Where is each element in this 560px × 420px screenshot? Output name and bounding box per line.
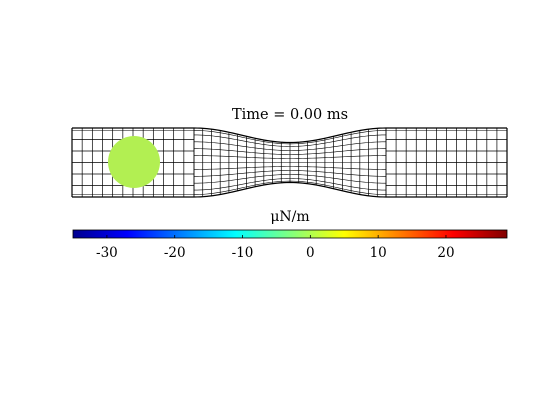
mesh-curve <box>193 127 387 143</box>
mesh-curve <box>193 182 387 198</box>
colorbar-tick-label: -10 <box>232 245 254 261</box>
colorbar-tick-label: 20 <box>437 245 454 261</box>
mesh-curve <box>193 141 387 151</box>
mesh-curve <box>193 178 387 191</box>
mesh-curve <box>72 127 507 144</box>
mesh-curve <box>193 180 387 195</box>
figure-title: Time = 0.00 ms <box>232 107 348 123</box>
mesh-curve <box>193 155 387 159</box>
mesh-curve <box>193 148 387 155</box>
droplet-blob <box>108 136 160 188</box>
mesh-curve <box>193 170 387 177</box>
colorbar-ticks: -30 -20 -10 0 10 20 <box>96 235 455 261</box>
vessel-outline <box>71 127 508 198</box>
mesh-curve <box>193 166 387 170</box>
colorbar-tick-label: 10 <box>370 245 387 261</box>
mesh-curve <box>72 181 507 198</box>
colorbar-tick-label: -30 <box>96 245 118 261</box>
mesh-curve <box>193 174 387 184</box>
colorbar-tick-label: -20 <box>164 245 186 261</box>
colorbar-tick-label: 0 <box>306 245 315 261</box>
colorbar <box>72 229 508 239</box>
colorbar-label: μN/m <box>270 209 309 225</box>
mesh-curve <box>193 130 387 145</box>
mesh-curve <box>193 134 387 147</box>
